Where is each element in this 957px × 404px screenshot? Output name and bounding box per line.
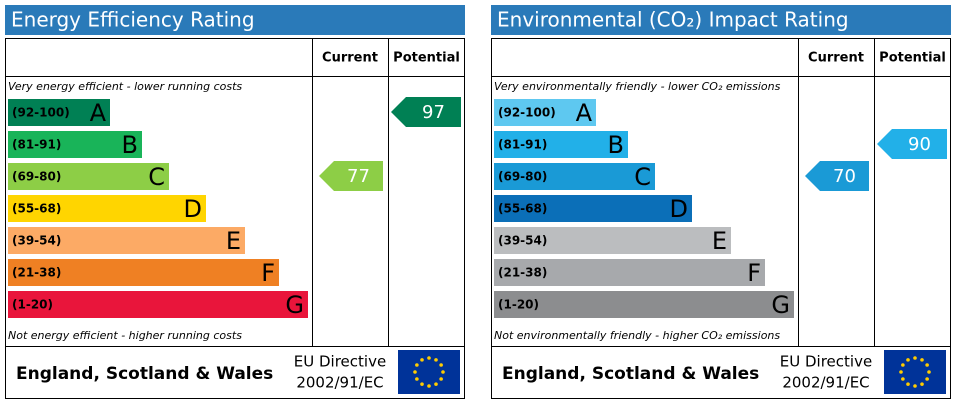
rating-value: 90 <box>908 134 931 155</box>
band-range: (81-91) <box>498 138 547 152</box>
band-letter: A <box>576 99 593 127</box>
eu-star <box>927 370 931 374</box>
panel-frame <box>491 38 951 399</box>
band-letter: E <box>226 227 241 255</box>
band-range: (81-91) <box>12 138 61 152</box>
rating-band <box>494 163 655 190</box>
footer-region: England, Scotland & Wales <box>16 364 273 384</box>
eu-star <box>439 377 443 381</box>
rating-band <box>8 99 110 126</box>
band-range: (21-38) <box>498 266 547 280</box>
band-letter: F <box>747 259 761 287</box>
eu-star <box>420 358 424 362</box>
eu-star <box>434 382 438 386</box>
eu-star <box>427 356 431 360</box>
bottom-note: Not environmentally friendly - higher CO… <box>494 329 780 342</box>
band-range: (1-20) <box>498 298 539 312</box>
rating-band <box>494 227 731 254</box>
band-letter: C <box>634 163 651 191</box>
band-range: (92-100) <box>498 106 556 120</box>
rating-arrow <box>877 129 947 159</box>
rating-band <box>494 259 765 286</box>
band-letter: G <box>285 291 304 319</box>
eu-star <box>439 363 443 367</box>
directive: EU Directive <box>294 353 386 371</box>
band-letter: B <box>122 131 138 159</box>
eu-star <box>901 377 905 381</box>
footer-region: England, Scotland & Wales <box>502 364 759 384</box>
band-range: (39-54) <box>12 234 61 248</box>
eu-star <box>925 363 929 367</box>
column-header: Current <box>322 51 378 66</box>
rating-band <box>494 131 628 158</box>
eu-star <box>415 363 419 367</box>
rating-arrow <box>805 161 869 191</box>
column-header: Current <box>808 51 864 66</box>
directive: 2002/91/EC <box>296 374 383 392</box>
top-note: Very environmentally friendly - lower CO… <box>494 80 781 93</box>
top-note: Very energy efficient - lower running co… <box>8 80 242 93</box>
rating-arrow <box>391 97 461 127</box>
eu-star <box>901 363 905 367</box>
band-range: (55-68) <box>12 202 61 216</box>
panel-title: Energy Efficiency Rating <box>11 8 255 32</box>
rating-band <box>494 291 794 318</box>
rating-value: 97 <box>422 102 445 123</box>
rating-arrow <box>319 161 383 191</box>
band-letter: F <box>261 259 275 287</box>
band-letter: E <box>712 227 727 255</box>
title-bar <box>5 5 465 35</box>
rating-band <box>494 195 692 222</box>
band-letter: A <box>90 99 107 127</box>
eu-star <box>913 356 917 360</box>
rating-band <box>8 195 206 222</box>
rating-value: 70 <box>833 166 856 187</box>
rating-band <box>8 227 245 254</box>
eu-star <box>415 377 419 381</box>
eu-star <box>925 377 929 381</box>
rating-value: 77 <box>347 166 370 187</box>
band-letter: G <box>771 291 790 319</box>
rating-band <box>8 259 279 286</box>
band-range: (39-54) <box>498 234 547 248</box>
rating-band <box>8 131 142 158</box>
eu-star <box>441 370 445 374</box>
eu-star <box>906 382 910 386</box>
band-range: (55-68) <box>498 202 547 216</box>
directive: EU Directive <box>780 353 872 371</box>
band-range: (69-80) <box>12 170 61 184</box>
column-header: Potential <box>393 51 460 66</box>
panel-title: Environmental (CO₂) Impact Rating <box>497 8 849 32</box>
eu-star <box>906 358 910 362</box>
rating-band <box>8 163 169 190</box>
eu-star <box>434 358 438 362</box>
band-range: (92-100) <box>12 106 70 120</box>
title-bar <box>491 5 951 35</box>
panel-frame <box>5 38 465 399</box>
eu-star <box>920 358 924 362</box>
eu-star <box>913 384 917 388</box>
eu-star <box>420 382 424 386</box>
rating-band <box>8 291 308 318</box>
eu-star <box>920 382 924 386</box>
band-letter: D <box>184 195 202 223</box>
bottom-note: Not energy efficient - higher running co… <box>8 329 242 342</box>
band-letter: B <box>608 131 624 159</box>
eu-star <box>899 370 903 374</box>
directive: 2002/91/EC <box>782 374 869 392</box>
eu-star <box>427 384 431 388</box>
band-letter: C <box>148 163 165 191</box>
band-range: (69-80) <box>498 170 547 184</box>
rating-band <box>494 99 596 126</box>
band-letter: D <box>670 195 688 223</box>
eu-star <box>413 370 417 374</box>
column-header: Potential <box>879 51 946 66</box>
band-range: (21-38) <box>12 266 61 280</box>
band-range: (1-20) <box>12 298 53 312</box>
